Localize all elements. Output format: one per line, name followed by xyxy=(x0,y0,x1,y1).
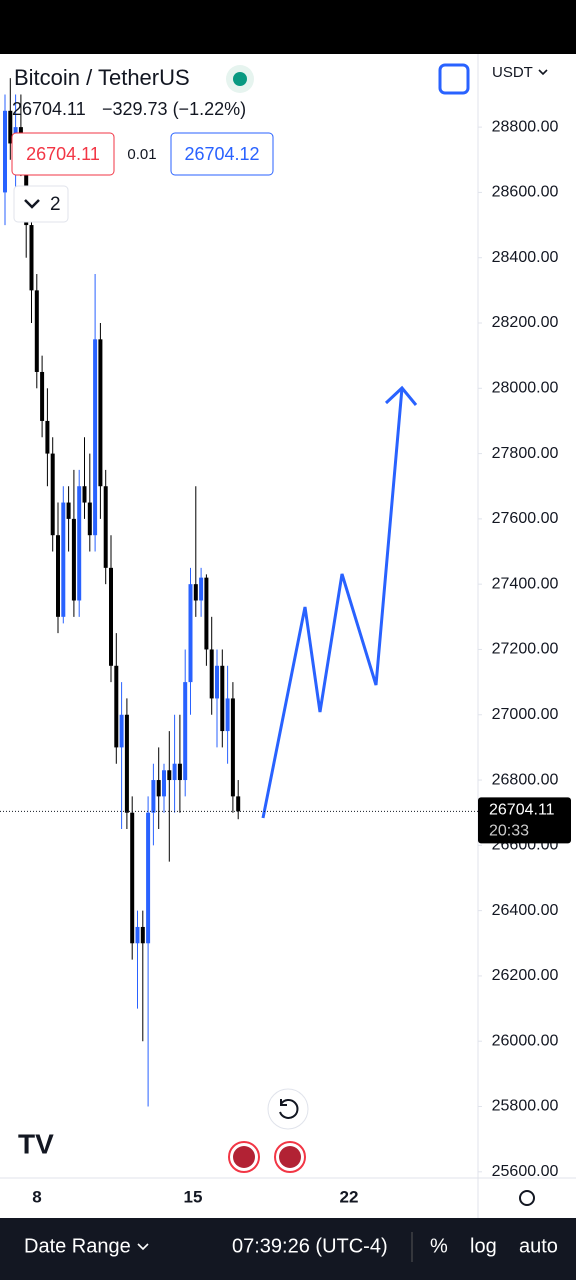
candle-body xyxy=(77,486,82,601)
y-tick-label: 26200.00 xyxy=(492,967,559,984)
candle-body xyxy=(156,780,161,797)
candle-body xyxy=(209,649,214,699)
currency-chevron xyxy=(538,69,548,76)
status-bar xyxy=(0,0,576,54)
y-tick-label: 28200.00 xyxy=(492,314,559,331)
y-tick-label: 25800.00 xyxy=(492,1098,559,1115)
candle-body xyxy=(124,714,129,813)
candle-body xyxy=(230,698,235,797)
y-tick-label: 27600.00 xyxy=(492,510,559,527)
last-price-box xyxy=(478,797,571,844)
y-tick-label: 26000.00 xyxy=(492,1032,559,1049)
reset-icon xyxy=(279,1099,299,1119)
candle-body xyxy=(109,567,113,666)
last-price: 26704.11 xyxy=(12,99,86,119)
candle-body xyxy=(130,812,135,944)
candle-body xyxy=(45,420,50,454)
candle-body xyxy=(56,535,60,617)
logo[interactable]: TV xyxy=(18,1128,54,1159)
log-toggle[interactable]: log xyxy=(470,1235,497,1257)
percent-toggle[interactable]: % xyxy=(430,1235,448,1257)
buy-button[interactable] xyxy=(170,132,274,176)
y-tick-label: 27000.00 xyxy=(492,706,559,723)
symbol-title[interactable]: Bitcoin / TetherUS xyxy=(14,65,190,90)
y-tick-label: 26800.00 xyxy=(492,771,559,788)
x-tick-label: 8 xyxy=(32,1187,41,1206)
candle-body xyxy=(114,665,119,748)
x-tick-label: 15 xyxy=(184,1187,203,1206)
sell-price[interactable]: 26704.11 xyxy=(26,144,100,164)
candle-body xyxy=(236,796,241,812)
candle-body xyxy=(193,584,198,601)
candle-body xyxy=(50,453,55,536)
currency[interactable]: USDT xyxy=(492,64,533,81)
settings-button[interactable] xyxy=(519,1190,535,1206)
clock[interactable]: 07:39:26 (UTC-4) xyxy=(232,1235,388,1257)
candle-body xyxy=(93,339,98,536)
candle-body xyxy=(119,714,124,748)
candle-body xyxy=(199,577,204,601)
bottom-toolbar xyxy=(0,1218,576,1280)
last-price-label: 26704.11 xyxy=(489,802,555,819)
candle-body xyxy=(220,665,225,732)
price-change: −329.73 (−1.22%) xyxy=(102,99,246,119)
candle-body xyxy=(172,763,177,781)
x-tick-label: 22 xyxy=(340,1187,359,1206)
spread: 0.01 xyxy=(127,146,156,163)
chevron xyxy=(24,199,40,209)
candle-body xyxy=(146,812,151,944)
candle-body xyxy=(103,486,108,568)
flag xyxy=(279,1146,301,1168)
y-tick-label: 26400.00 xyxy=(492,902,559,919)
date-range[interactable]: Date Range xyxy=(24,1235,131,1257)
y-tick-label: 27400.00 xyxy=(492,575,559,592)
candle-body xyxy=(29,225,34,291)
buy-price[interactable]: 26704.12 xyxy=(184,144,259,164)
chevron xyxy=(137,1243,149,1251)
reset-button[interactable] xyxy=(267,1088,309,1130)
candle-body xyxy=(215,665,219,699)
indicators-toggle[interactable] xyxy=(13,185,69,223)
y-tick-label: 27800.00 xyxy=(492,445,559,462)
market-status-dot xyxy=(233,72,247,86)
fullscreen-button[interactable] xyxy=(438,63,470,95)
candle-body xyxy=(188,584,193,683)
sell-button[interactable] xyxy=(11,132,115,176)
candle-body xyxy=(87,502,92,536)
indicators-count: 2 xyxy=(50,194,61,215)
drawing-path xyxy=(261,387,404,819)
candle-body xyxy=(66,502,71,519)
candle-body xyxy=(40,371,45,421)
flag xyxy=(233,1146,255,1168)
candle-body xyxy=(177,763,182,781)
candle-body xyxy=(151,780,156,813)
candle-body xyxy=(167,770,172,781)
candle-body xyxy=(71,518,76,601)
candle-body xyxy=(225,698,230,732)
candle-body xyxy=(183,682,188,781)
candle-body xyxy=(61,502,66,617)
y-tick-label: 28000.00 xyxy=(492,380,559,397)
candle-body xyxy=(162,770,166,797)
y-tick-label: 27200.00 xyxy=(492,641,559,658)
y-tick-label: 28600.00 xyxy=(492,184,559,201)
drawing-arrow xyxy=(384,385,418,406)
candle-body xyxy=(82,486,87,503)
candle-body xyxy=(204,577,209,650)
candle-body xyxy=(98,339,103,487)
countdown: 20:33 xyxy=(489,823,529,840)
y-tick-label: 25600.00 xyxy=(492,1163,559,1180)
candle-body xyxy=(140,926,145,944)
candle-body xyxy=(34,290,39,372)
y-tick-label: 28800.00 xyxy=(492,118,559,135)
y-tick-label: 28400.00 xyxy=(492,249,559,266)
candle-body xyxy=(3,110,7,193)
candle-body xyxy=(135,926,140,944)
candle-body xyxy=(8,110,13,144)
auto-toggle[interactable]: auto xyxy=(519,1235,558,1257)
